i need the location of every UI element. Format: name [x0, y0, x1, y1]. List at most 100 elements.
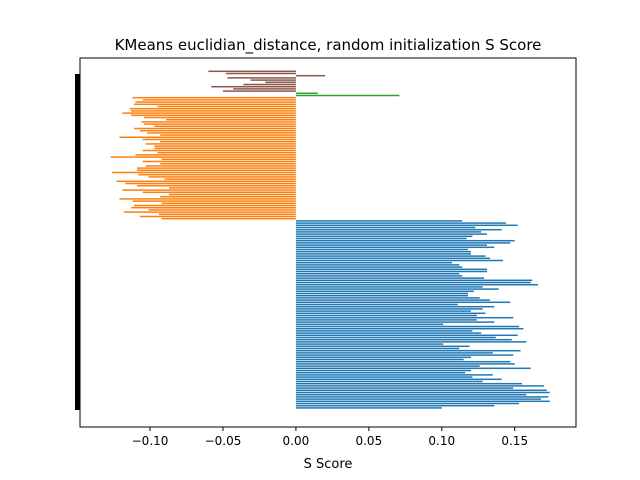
bar-s3-9 [208, 70, 296, 73]
bar-s0-9 [295, 387, 514, 389]
bar-s1-55 [132, 96, 296, 99]
bar-s1-32 [154, 147, 296, 150]
bar-s1-36 [142, 138, 296, 141]
plot-frame [79, 57, 577, 428]
bar-s3-0 [222, 90, 296, 92]
bar-s0-75 [295, 242, 511, 244]
bar-s0-58 [295, 279, 533, 282]
bar-s1-53 [135, 101, 296, 103]
bar-s0-56 [295, 283, 539, 286]
bar-s1-30 [157, 151, 296, 154]
bar-s1-40 [139, 129, 296, 132]
bar-s0-57 [295, 281, 531, 284]
cluster-indicator-bar [75, 74, 80, 410]
bar-s3-4 [265, 81, 296, 84]
bar-s0-17 [295, 369, 471, 372]
bar-s0-78 [295, 235, 473, 238]
bar-s1-17 [116, 180, 296, 183]
bar-s0-40 [295, 319, 477, 321]
bar-s0-44 [295, 310, 471, 312]
bar-s1-26 [142, 160, 296, 163]
chart-title: KMeans euclidian_distance, random initia… [115, 36, 542, 55]
bar-s0-74 [295, 244, 488, 246]
bar-s0-41 [295, 316, 514, 319]
bar-s0-49 [295, 299, 490, 301]
bar-s0-12 [295, 380, 483, 383]
bar-s1-21 [112, 171, 296, 174]
bar-s1-33 [154, 145, 296, 147]
bar-s0-76 [295, 239, 515, 242]
x-tick-label: 0.00 [283, 434, 310, 448]
bar-s0-8 [295, 389, 547, 392]
bar-s1-6 [133, 204, 296, 207]
x-tick-label: 0.15 [501, 434, 528, 448]
bar-s1-34 [145, 143, 296, 145]
bar-s1-42 [154, 125, 296, 128]
bar-s0-64 [295, 266, 463, 268]
bar-s0-43 [295, 312, 486, 315]
bar-s1-46 [144, 116, 296, 119]
bar-s0-25 [295, 352, 493, 354]
bar-s0-42 [295, 314, 477, 317]
bar-s1-8 [132, 200, 296, 202]
bar-s1-23 [136, 167, 296, 169]
bar-s3-8 [225, 72, 296, 75]
bar-s1-5 [131, 206, 296, 209]
bar-s1-54 [142, 99, 296, 101]
bar-s0-0 [295, 407, 442, 409]
bar-s0-14 [295, 376, 473, 378]
bar-s0-46 [295, 305, 495, 308]
bar-s0-19 [295, 365, 480, 367]
bar-s0-1 [295, 404, 495, 407]
bar-s0-31 [295, 338, 512, 341]
x-tick-label: 0.10 [428, 434, 455, 448]
bar-s1-25 [160, 162, 296, 165]
bar-s0-45 [295, 308, 483, 310]
bar-s1-11 [168, 193, 296, 196]
bar-s0-20 [295, 363, 515, 365]
bar-s0-71 [295, 250, 471, 253]
bar-s2-0 [295, 94, 400, 97]
x-axis-label: S Score [304, 457, 353, 472]
bar-s1-27 [161, 158, 296, 161]
bar-s1-3 [123, 211, 296, 213]
bar-s1-51 [157, 105, 296, 108]
bar-s0-6 [295, 393, 527, 396]
bar-s0-22 [295, 358, 464, 361]
bar-s0-59 [295, 277, 485, 279]
x-tick-label: 0.05 [355, 434, 382, 448]
bar-s0-15 [295, 374, 493, 376]
bar-s0-36 [295, 327, 524, 330]
bar-s0-70 [295, 253, 471, 255]
bars-group [110, 70, 550, 409]
bar-s0-3 [295, 400, 550, 403]
bar-s1-39 [147, 132, 296, 134]
bar-s1-31 [142, 149, 296, 152]
bar-s1-24 [145, 165, 296, 167]
bar-s1-12 [142, 191, 296, 194]
bar-s1-47 [131, 114, 296, 117]
bar-s0-72 [295, 248, 469, 251]
bar-s0-39 [295, 321, 495, 323]
bar-s1-29 [135, 154, 296, 156]
bar-s1-49 [131, 110, 296, 112]
bar-s1-44 [141, 121, 296, 123]
bar-s0-80 [295, 231, 482, 233]
bar-s0-47 [295, 303, 458, 306]
bar-s2-1 [295, 92, 318, 95]
bar-s0-77 [295, 237, 467, 240]
bar-s1-50 [129, 107, 296, 110]
bar-s0-79 [295, 233, 488, 235]
bar-s1-43 [144, 123, 296, 125]
bar-s1-0 [161, 217, 296, 220]
bar-s0-63 [295, 268, 488, 271]
bar-s0-66 [295, 261, 452, 264]
bar-s0-84 [295, 222, 506, 224]
bar-s0-52 [295, 292, 469, 295]
bar-s0-53 [295, 290, 474, 293]
bar-s1-45 [166, 118, 296, 121]
bar-s1-28 [110, 156, 296, 158]
bar-s0-32 [295, 336, 496, 339]
bar-s1-9 [119, 198, 296, 200]
bar-s3-3 [243, 83, 296, 86]
